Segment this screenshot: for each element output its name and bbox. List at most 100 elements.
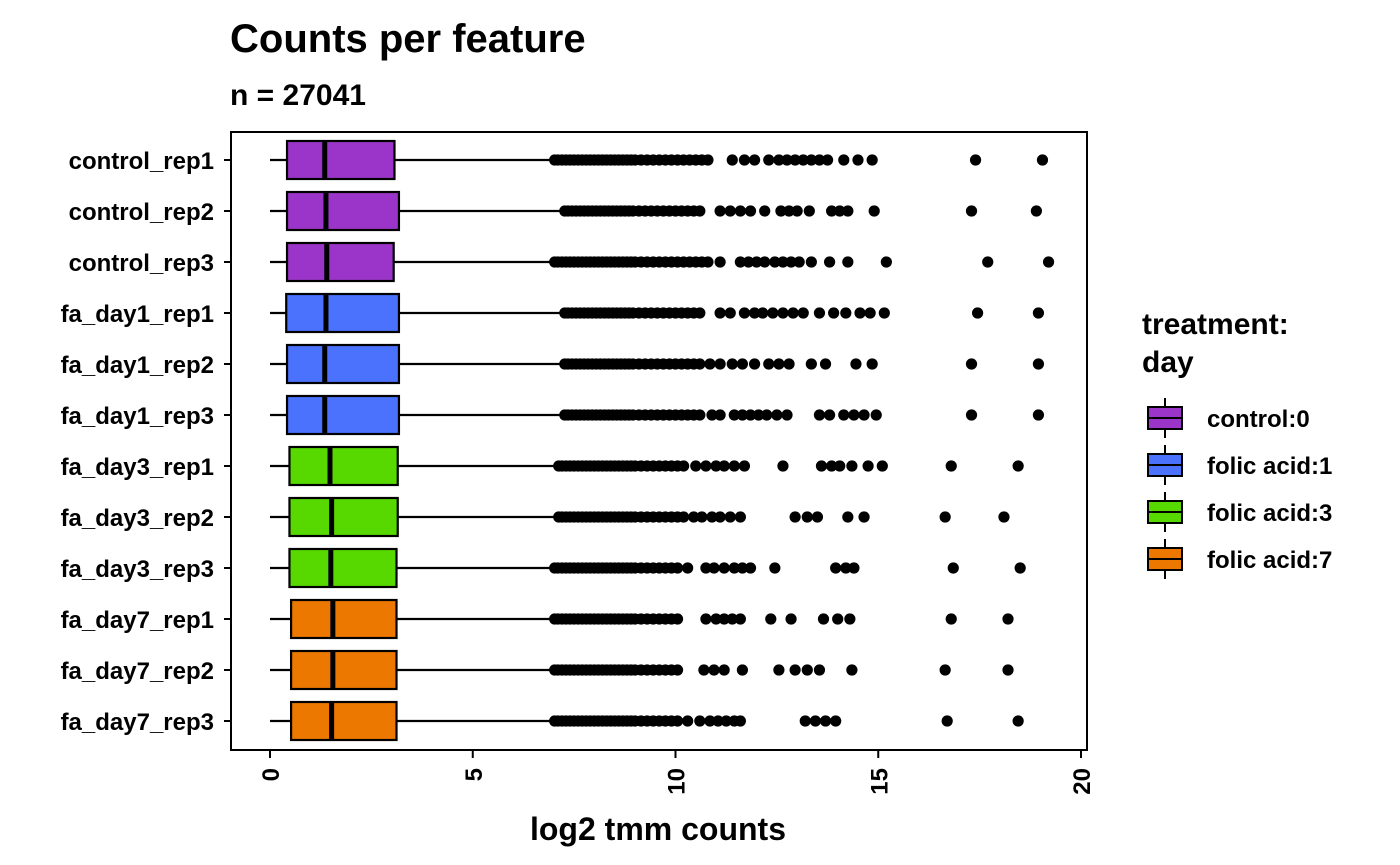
- outlier-point: [671, 664, 684, 676]
- legend-label: control:0: [1207, 406, 1310, 433]
- outlier-point: [714, 358, 726, 370]
- outlier-point: [813, 664, 826, 676]
- box: [288, 547, 398, 589]
- outlier-point: [870, 409, 882, 421]
- outlier-point: [939, 664, 951, 676]
- legend-label: folic acid:1: [1207, 453, 1332, 480]
- outlier-point: [761, 409, 773, 421]
- outlier-point: [694, 409, 706, 421]
- outlier-point: [688, 511, 700, 523]
- outlier-point: [1032, 358, 1045, 370]
- outlier-point: [817, 613, 830, 625]
- chart-subtitle: n = 27041: [230, 79, 366, 112]
- legend: treatment: day control:0 folic acid:1 foli…: [1142, 308, 1332, 579]
- outlier-point: [720, 715, 732, 727]
- outlier-point: [734, 256, 746, 268]
- box: [289, 598, 398, 640]
- outlier-point: [1014, 562, 1026, 574]
- outlier-point: [834, 460, 846, 472]
- x-tick-label: 20: [1069, 768, 1096, 795]
- y-tick-label: fa_day1_rep1: [61, 301, 214, 328]
- outlier-point: [738, 460, 751, 472]
- plot-area: [270, 139, 1055, 742]
- outlier-point: [781, 409, 793, 421]
- y-tick-label: fa_day3_rep3: [61, 556, 214, 583]
- outlier-point: [694, 358, 706, 370]
- box-row-fa_day7_rep2: [270, 649, 1014, 691]
- box-row-fa_day1_rep1: [270, 292, 1045, 334]
- outlier-point: [773, 664, 785, 676]
- legend-title-line-1: treatment:: [1142, 308, 1289, 341]
- outlier-point: [819, 358, 832, 370]
- box-row-fa_day7_rep1: [270, 598, 1014, 640]
- outlier-point: [842, 256, 854, 268]
- outlier-point: [734, 205, 746, 217]
- outlier-point: [947, 562, 959, 574]
- outlier-point: [789, 154, 801, 166]
- box-row-fa_day3_rep1: [270, 445, 1024, 487]
- outlier-point: [682, 715, 694, 727]
- outlier-point: [736, 409, 749, 421]
- outlier-point: [734, 511, 746, 523]
- outlier-point: [738, 154, 751, 166]
- outlier-point: [783, 358, 795, 370]
- outlier-point: [736, 358, 749, 370]
- x-axis-label: log2 tmm counts: [530, 811, 786, 847]
- outlier-point: [744, 562, 757, 574]
- outlier-point: [787, 307, 799, 319]
- y-tick-label: control_rep2: [69, 199, 214, 226]
- outlier-point: [771, 409, 783, 421]
- legend-title-line-2: day: [1142, 346, 1194, 379]
- outlier-point: [765, 613, 777, 625]
- outlier-point: [797, 154, 809, 166]
- x-axis: 0 5 10 15 20: [258, 750, 1096, 795]
- outlier-point: [718, 664, 730, 676]
- outlier-point: [1030, 205, 1042, 217]
- outlier-point: [694, 715, 706, 727]
- outlier-point: [846, 460, 858, 472]
- box: [288, 496, 399, 538]
- outlier-point: [878, 307, 890, 319]
- box: [285, 139, 396, 181]
- outlier-point: [708, 664, 720, 676]
- outlier-point: [828, 307, 840, 319]
- outlier-point: [844, 613, 856, 625]
- outlier-point: [736, 664, 749, 676]
- y-tick-label: fa_day1_rep3: [61, 403, 214, 430]
- outlier-point: [801, 664, 813, 676]
- outlier-point: [714, 256, 726, 268]
- outlier-point: [858, 511, 870, 523]
- outlier-point: [803, 205, 815, 217]
- outlier-point: [726, 358, 738, 370]
- outlier-point: [777, 256, 789, 268]
- outlier-point: [809, 715, 821, 727]
- outlier-point: [777, 307, 789, 319]
- outlier-point: [785, 256, 797, 268]
- outlier-point: [830, 715, 842, 727]
- box-row-fa_day1_rep2: [270, 343, 1045, 385]
- outlier-point: [678, 460, 690, 472]
- y-tick-label: fa_day7_rep3: [61, 709, 214, 736]
- box: [285, 292, 401, 334]
- x-tick-label: 15: [866, 768, 893, 795]
- outlier-point: [775, 205, 787, 217]
- x-tick-label: 0: [258, 768, 285, 781]
- x-tick-label: 5: [461, 768, 488, 781]
- outlier-point: [718, 562, 730, 574]
- outlier-point: [1036, 154, 1049, 166]
- outlier-point: [728, 409, 740, 421]
- box-row-fa_day7_rep3: [270, 700, 1024, 742]
- outlier-point: [971, 307, 984, 319]
- outlier-point: [805, 256, 817, 268]
- outlier-point: [848, 409, 860, 421]
- box: [285, 190, 401, 232]
- outlier-point: [811, 511, 824, 523]
- outlier-point: [840, 307, 852, 319]
- outlier-point: [742, 256, 755, 268]
- outlier-point: [852, 154, 864, 166]
- outlier-point: [826, 205, 838, 217]
- y-tick-label: control_rep1: [69, 148, 214, 175]
- outlier-point: [791, 205, 803, 217]
- box: [289, 649, 398, 691]
- outlier-point: [805, 358, 817, 370]
